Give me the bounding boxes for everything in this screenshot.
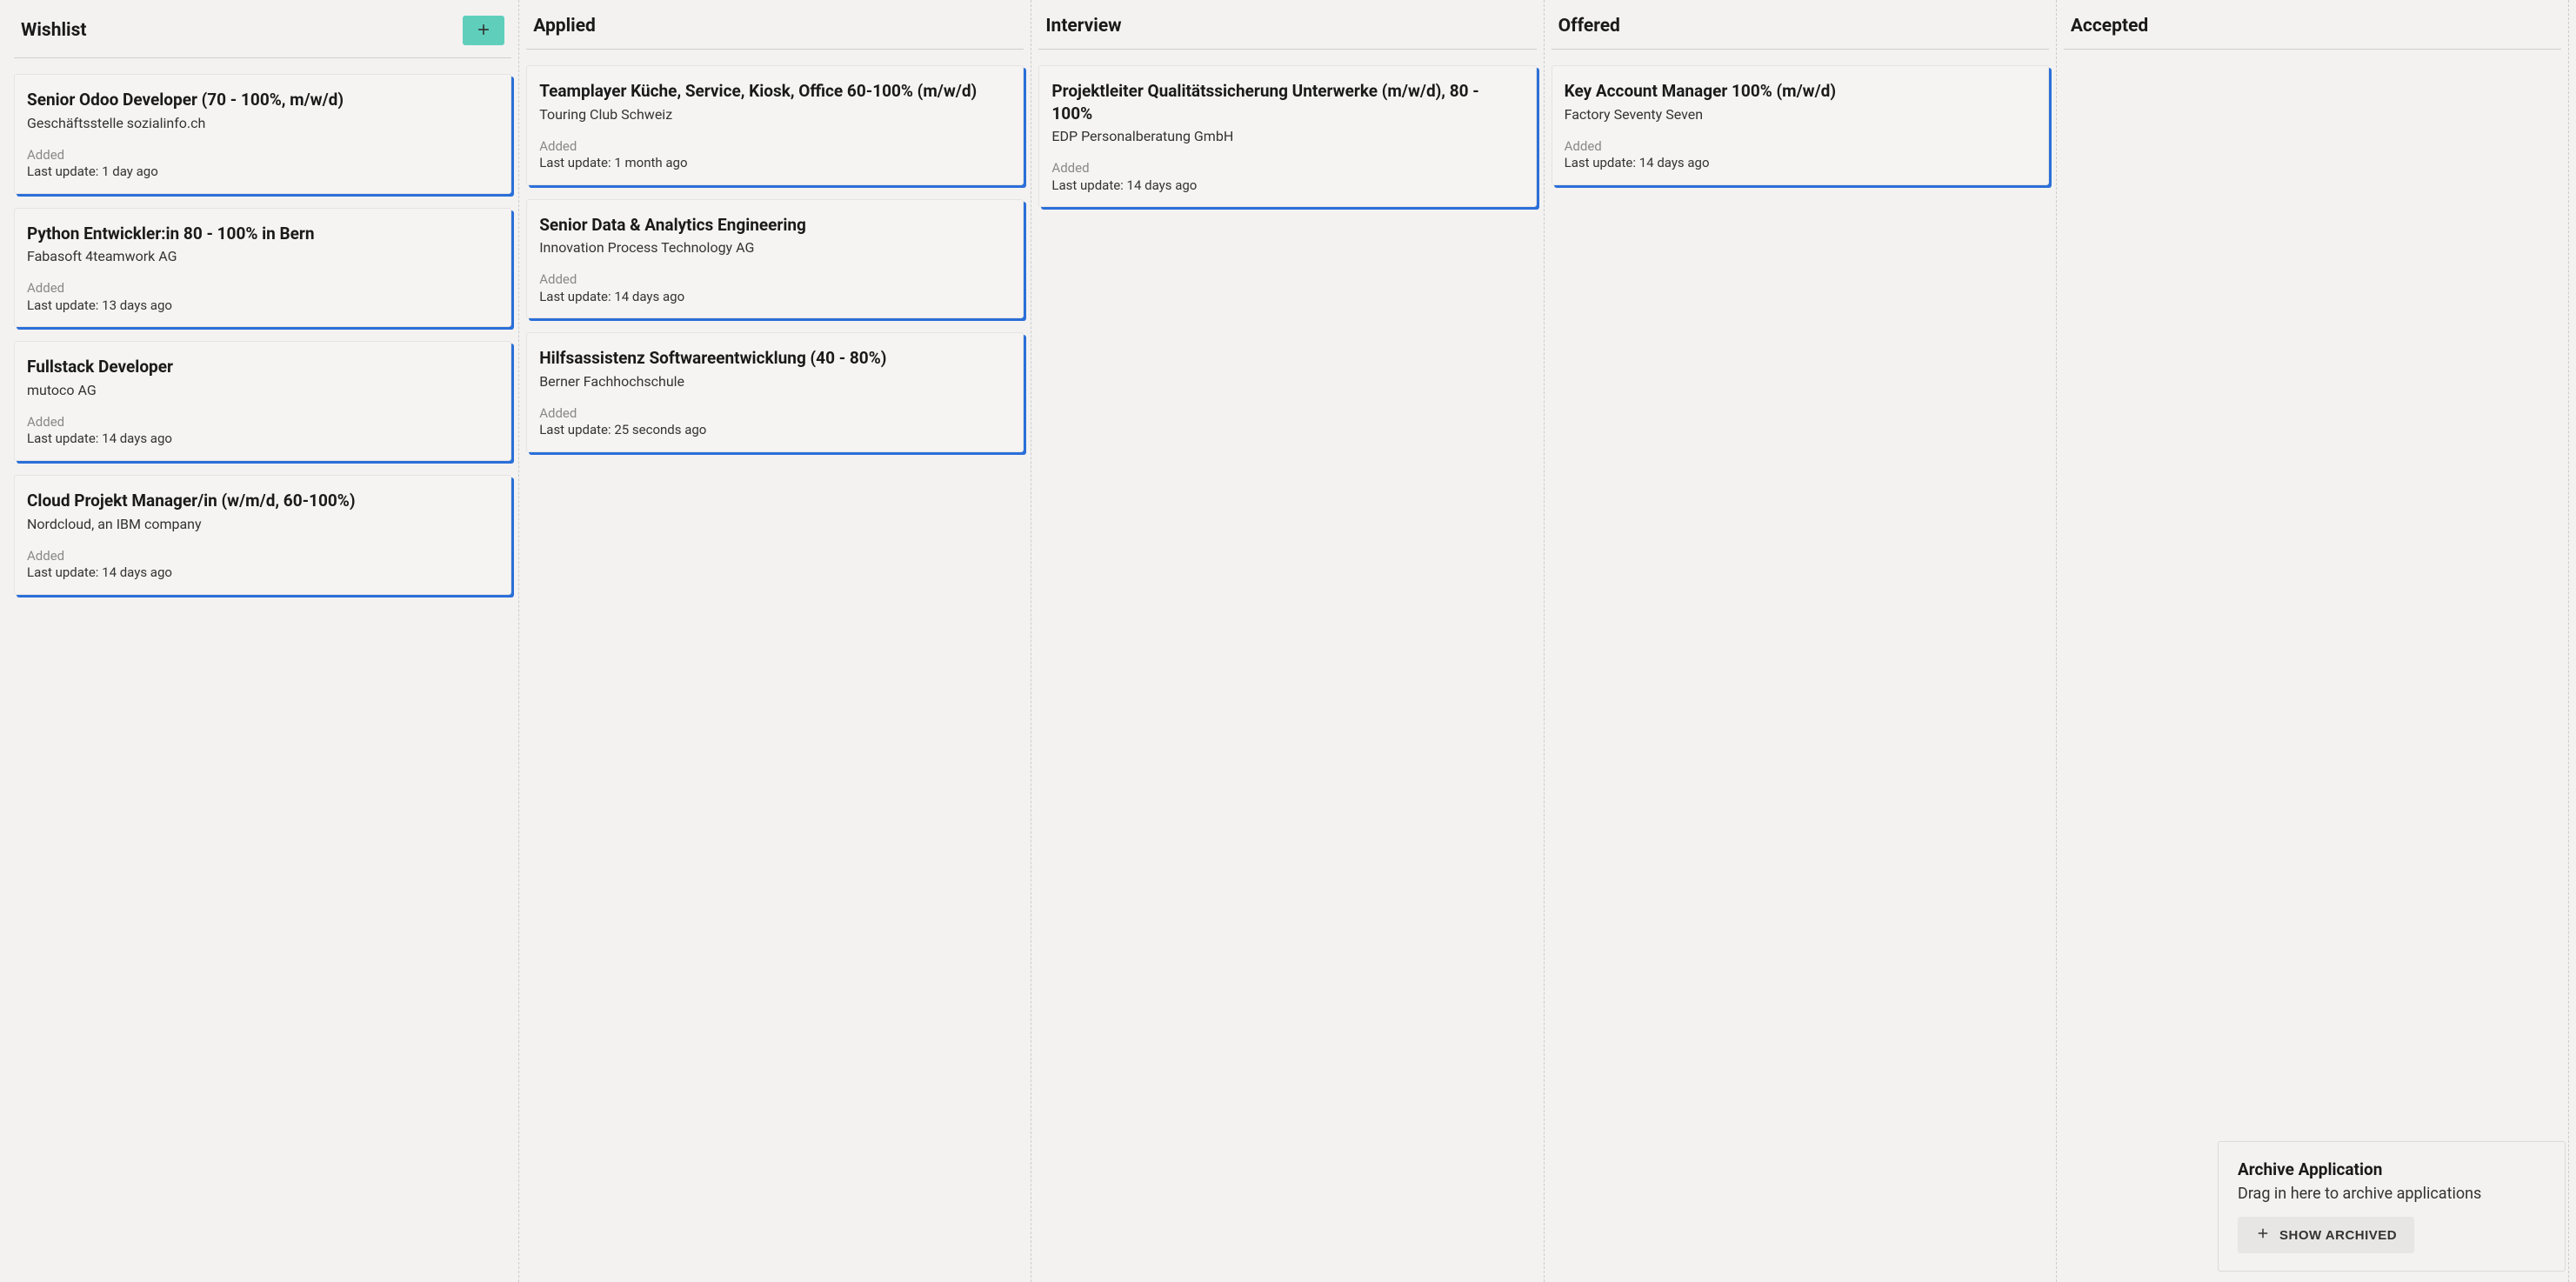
job-last-update: Last update: 14 days ago: [1565, 155, 2036, 172]
job-card[interactable]: Hilfsassistenz Softwareentwick­lung (40 …: [526, 332, 1024, 452]
job-last-update: Last update: 1 day ago: [27, 164, 498, 181]
column-header: Offered: [1552, 0, 2049, 50]
job-company: Innovation Process Technology AG: [539, 239, 1011, 256]
job-card[interactable]: Fullstack Developer mutoco AG AddedLast up…: [14, 341, 511, 461]
job-company: Touring Club Schweiz: [539, 106, 1011, 123]
column-title: Applied: [533, 16, 596, 37]
job-title: Fullstack Developer: [27, 356, 498, 378]
job-title: Python Entwickler:in 80 - 100% in Bern: [27, 223, 498, 245]
column-header: Interview: [1038, 0, 1536, 50]
column-title: Interview: [1045, 16, 1121, 37]
job-title: Senior Data & Analytics Enginee­ring: [539, 214, 1011, 237]
column-title: Wishlist: [21, 20, 87, 41]
job-added-label: Added: [27, 414, 498, 431]
job-company: Nordcloud, an IBM company: [27, 516, 498, 532]
column-offered: Offered Key Account Manager 100% (m/w/d) F…: [1545, 0, 2057, 1282]
job-added-label: Added: [539, 138, 1011, 156]
job-last-update: Last update: 13 days ago: [27, 297, 498, 315]
job-card[interactable]: Senior Odoo Developer (70 - 100%, m/w/d)…: [14, 74, 511, 194]
column-wishlist: Wishlist Senior Odoo Developer (70 - 100%…: [7, 0, 519, 1282]
job-added-label: Added: [539, 405, 1011, 423]
job-card[interactable]: Key Account Manager 100% (m/w/d) Factory …: [1552, 65, 2049, 185]
archive-instruction: Drag in here to archive applications: [2238, 1185, 2546, 1203]
job-card[interactable]: Senior Data & Analytics Enginee­ring Inno…: [526, 199, 1024, 319]
plus-icon: [2255, 1225, 2271, 1245]
job-title: Cloud Projekt Manager/in (w/m/d, 60-100%…: [27, 490, 498, 512]
job-added-label: Added: [27, 280, 498, 297]
job-added-label: Added: [1565, 138, 2036, 156]
job-added-label: Added: [27, 147, 498, 164]
job-added-label: Added: [1051, 160, 1523, 177]
add-card-button[interactable]: [463, 16, 504, 45]
job-last-update: Last update: 14 days ago: [1051, 177, 1523, 195]
job-company: mutoco AG: [27, 382, 498, 398]
column-applied: Applied Teamplayer Küche, Service, Ki­osk…: [519, 0, 1031, 1282]
job-card[interactable]: Python Entwickler:in 80 - 100% in Bern Fa…: [14, 208, 511, 328]
job-card[interactable]: Teamplayer Küche, Service, Ki­osk, Offic…: [526, 65, 1024, 185]
job-company: EDP Personalberatung GmbH: [1051, 128, 1523, 144]
show-archived-label: SHOW ARCHIVED: [2279, 1228, 2397, 1243]
column-header: Accepted: [2064, 0, 2561, 50]
job-card[interactable]: Projektleiter Qualitätssicherung Unterwe…: [1038, 65, 1536, 207]
job-last-update: Last update: 1 month ago: [539, 155, 1011, 172]
column-title: Accepted: [2071, 16, 2148, 37]
job-company: Factory Seventy Seven: [1565, 106, 2036, 123]
job-last-update: Last update: 14 days ago: [27, 431, 498, 448]
archive-title: Archive Application: [2238, 1159, 2546, 1179]
job-title: Senior Odoo Developer (70 - 100%, m/w/d): [27, 89, 498, 111]
job-added-label: Added: [539, 271, 1011, 289]
job-title: Projektleiter Qualitätssicherung Unterwe…: [1051, 80, 1523, 124]
column-header: Applied: [526, 0, 1024, 50]
column-header: Wishlist: [14, 0, 511, 58]
job-last-update: Last update: 14 days ago: [27, 564, 498, 582]
job-company: Geschäftsstelle sozialinfo.ch: [27, 115, 498, 131]
job-added-label: Added: [27, 548, 498, 565]
column-accepted: Accepted: [2057, 0, 2569, 1282]
archive-dropzone[interactable]: Archive Application Drag in here to arch…: [2218, 1141, 2566, 1272]
job-company: Fabasoft 4teamwork AG: [27, 248, 498, 264]
job-company: Berner Fachhochschule: [539, 373, 1011, 390]
column-title: Offered: [1558, 16, 1620, 37]
plus-icon: [475, 21, 492, 41]
job-title: Teamplayer Küche, Service, Ki­osk, Offic…: [539, 80, 1011, 103]
job-last-update: Last update: 14 days ago: [539, 289, 1011, 306]
job-title: Hilfsassistenz Softwareentwick­lung (40 …: [539, 347, 1011, 370]
column-interview: Interview Projektleiter Qualitätssicherun…: [1031, 0, 1544, 1282]
job-card[interactable]: Cloud Projekt Manager/in (w/m/d, 60-100%…: [14, 475, 511, 595]
show-archived-button[interactable]: SHOW ARCHIVED: [2238, 1217, 2414, 1253]
job-title: Key Account Manager 100% (m/w/d): [1565, 80, 2036, 103]
job-last-update: Last update: 25 seconds ago: [539, 422, 1011, 439]
kanban-board: Wishlist Senior Odoo Developer (70 - 100%…: [0, 0, 2576, 1282]
